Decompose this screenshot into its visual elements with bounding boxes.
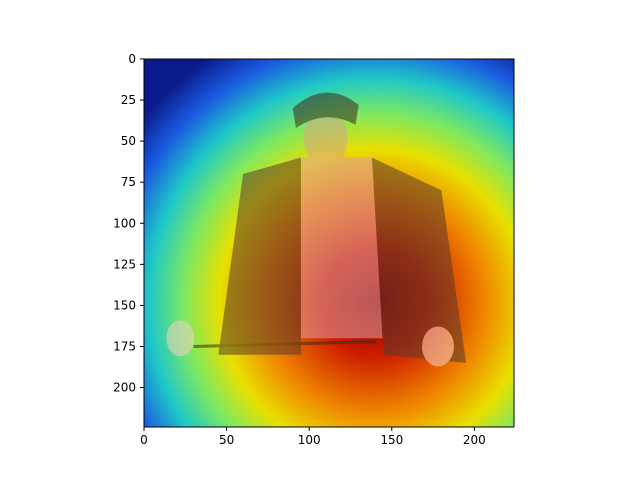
- portrait-hand-left: [166, 320, 195, 357]
- x-tick-label: 50: [219, 433, 234, 447]
- y-tick-label: 100: [113, 216, 136, 230]
- x-axis: 0 50 100 150 200: [140, 427, 486, 447]
- portrait-jacket-left: [218, 157, 301, 355]
- portrait-hand-right: [422, 326, 455, 367]
- portrait-cane: [193, 340, 376, 348]
- x-tick-label: 200: [463, 433, 486, 447]
- y-tick-label: 50: [121, 134, 136, 148]
- y-tick-label: 200: [113, 381, 136, 395]
- x-tick-label: 150: [380, 433, 403, 447]
- y-tick-label: 125: [113, 257, 136, 271]
- portrait-head: [303, 107, 348, 168]
- x-tick-label: 100: [298, 433, 321, 447]
- portrait-image: [166, 92, 467, 367]
- y-tick-label: 25: [121, 93, 136, 107]
- portrait-torso: [292, 157, 392, 339]
- x-tick-label: 0: [140, 433, 148, 447]
- portrait-hair: [292, 92, 359, 128]
- y-tick-label: 150: [113, 298, 136, 312]
- portrait-jacket-right: [371, 157, 467, 363]
- y-axis: 0 25 50 75 100 125 150 175 200: [113, 52, 144, 395]
- plot-frame: [143, 58, 515, 428]
- y-tick-label: 75: [121, 175, 136, 189]
- plot-area: [144, 59, 514, 427]
- y-tick-label: 175: [113, 340, 136, 354]
- y-tick-label: 0: [128, 52, 136, 66]
